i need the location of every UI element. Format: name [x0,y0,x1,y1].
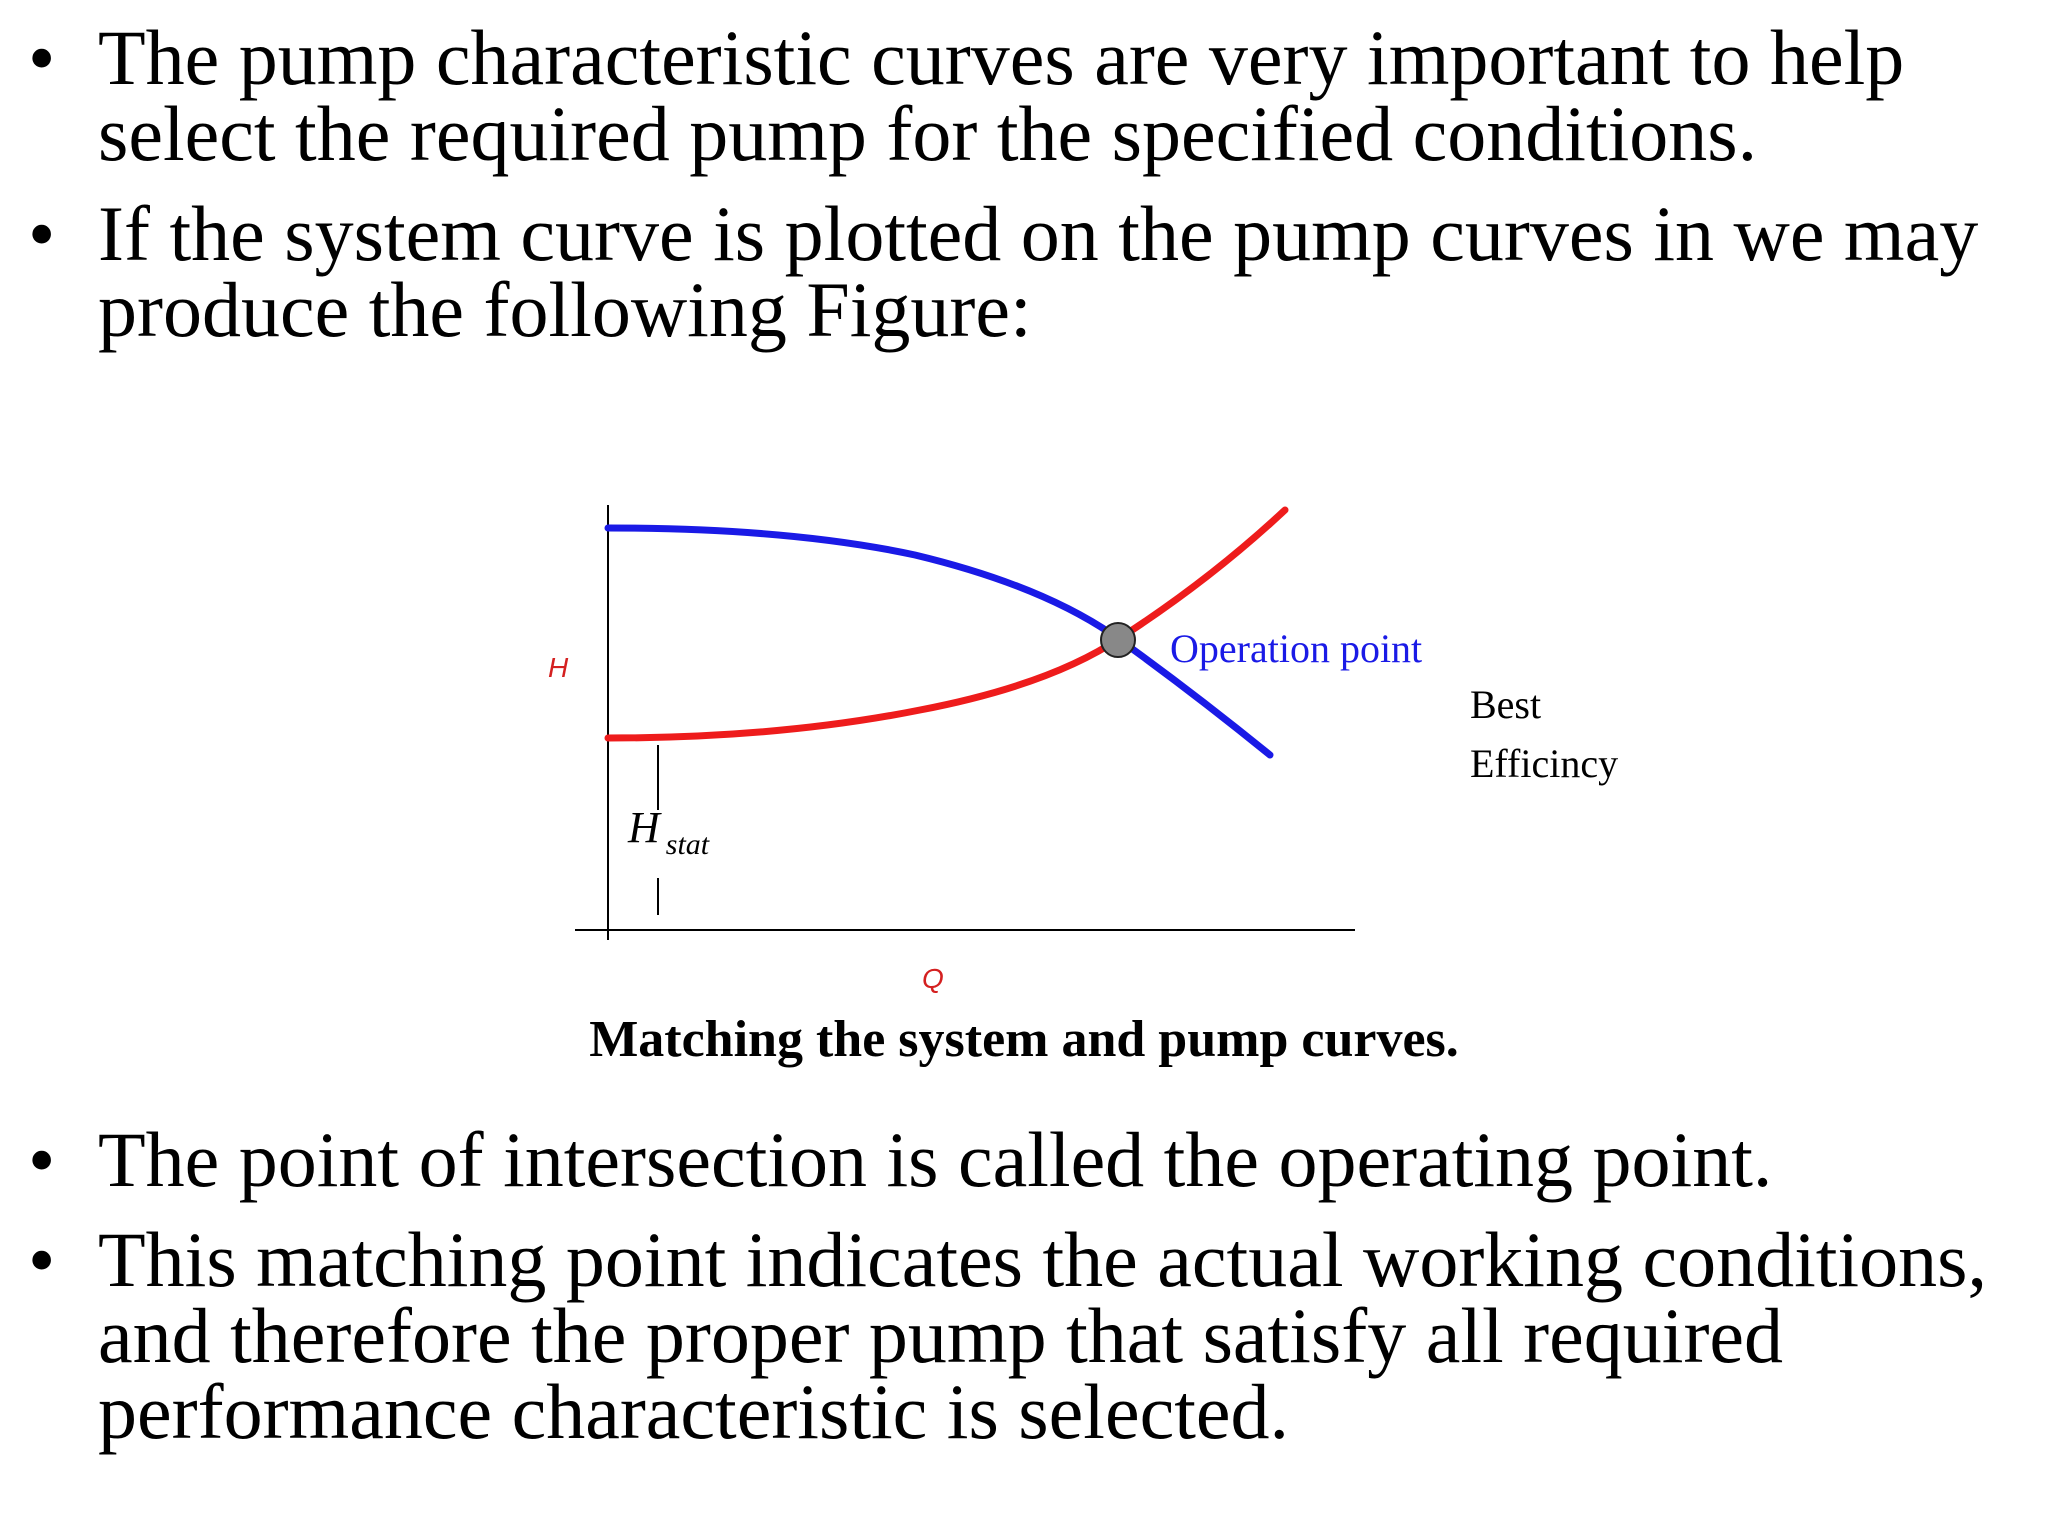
bullet-dot: • [28,1116,56,1203]
best-efficiency-label: Best [1470,682,1541,727]
bullet-item: • The pump characteristic curves are ver… [0,14,2048,177]
bullet-text-line: performance characteristic is selected. [98,1368,1289,1455]
bullet-text-line: and therefore the proper pump that satis… [98,1292,1784,1379]
system-curve [604,506,1289,742]
bullet-text-line: select the required pump for the specifi… [98,90,1758,177]
operation-point-label: Operation point [1170,626,1422,671]
bullet-item: • If the system curve is plotted on the … [0,190,2048,353]
bullet-text-line: The pump characteristic curves are very … [98,14,1905,101]
figure-caption: Matching the system and pump curves. [589,1011,1459,1068]
bullet-dot: • [28,1216,56,1303]
top-bullet-list: • The pump characteristic curves are ver… [0,14,2048,372]
bullet-text-line: If the system curve is plotted on the pu… [98,190,1979,277]
bullet-text-line: produce the following Figure: [98,266,1032,353]
operating-point-marker [1100,622,1136,658]
y-axis-label: H [548,652,569,683]
x-axis-label: Q [922,963,944,994]
hstat-subscript: stat [666,828,710,861]
bottom-bullet-list: • The point of intersection is called th… [0,1116,2048,1474]
bullet-dot: • [28,190,56,277]
pump-curve [604,524,1274,759]
bullet-text-line: The point of intersection is called the … [98,1116,1773,1203]
bullet-text-line: This matching point indicates the actual… [98,1216,1987,1303]
bullet-dot: • [28,14,56,101]
best-efficiency-label: Efficincy [1470,741,1618,786]
hstat-main: H [627,803,662,852]
bullet-item: • This matching point indicates the actu… [0,1216,2048,1455]
bullet-item: • The point of intersection is called th… [0,1116,2048,1203]
